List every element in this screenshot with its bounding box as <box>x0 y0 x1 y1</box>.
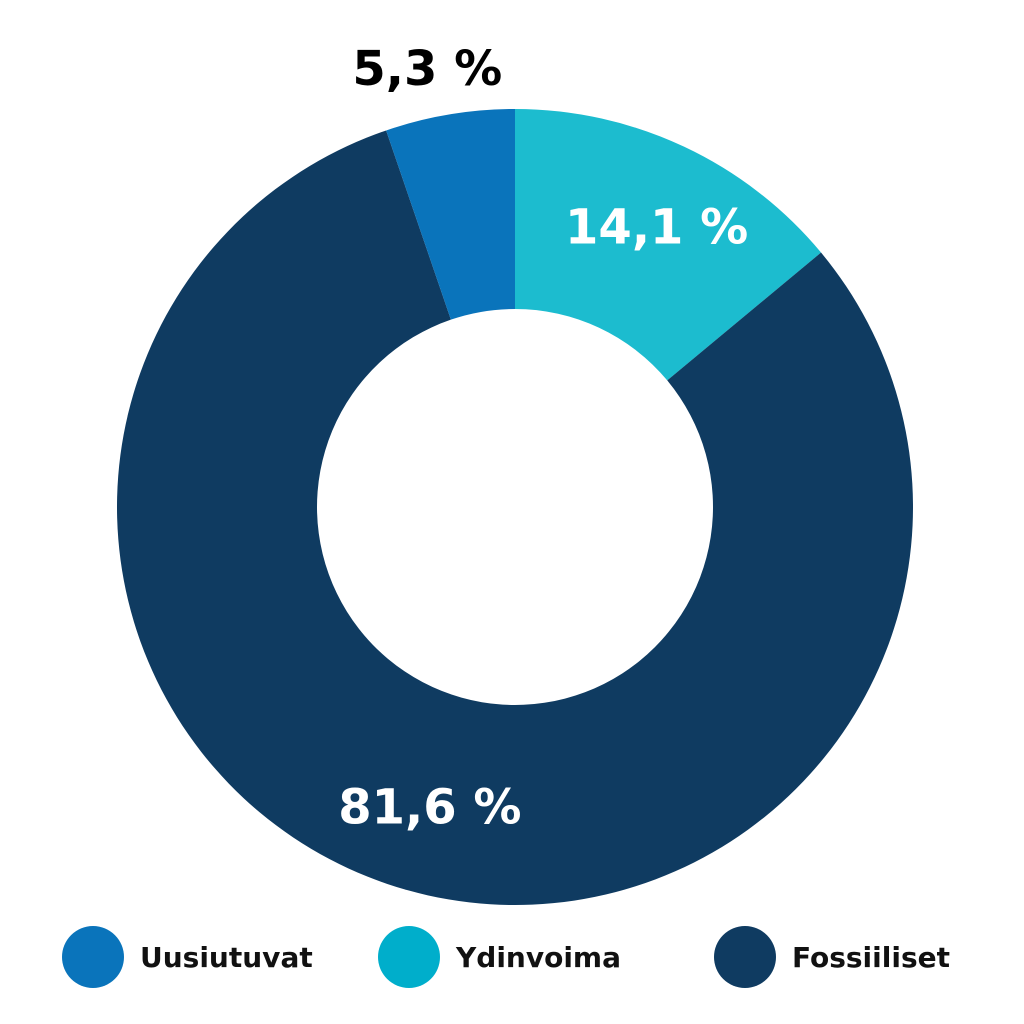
slice-uusiutuvat <box>386 109 515 320</box>
data-label-uusiutuvat: 5,3 % <box>352 41 502 97</box>
legend-item-fossiiliset: Fossiiliset <box>714 925 950 989</box>
data-label-ydinvoima: 14,1 % <box>565 199 748 255</box>
labels-group: 14,1 % 81,6 % 5,3 % <box>338 41 748 835</box>
legend-label-uusiutuvat: Uusiutuvat <box>140 940 313 974</box>
data-label-fossiiliset: 81,6 % <box>338 779 521 835</box>
legend-item-uusiutuvat: Uusiutuvat <box>62 925 313 989</box>
legend-swatch-fossiiliset <box>714 926 776 988</box>
legend-swatch-ydinvoima <box>378 926 440 988</box>
slice-fossiiliset <box>117 130 913 906</box>
legend-swatch-uusiutuvat <box>62 926 124 988</box>
legend: Uusiutuvat Ydinvoima Fossiiliset <box>0 925 1024 995</box>
legend-label-ydinvoima: Ydinvoima <box>456 940 622 974</box>
slices-group <box>117 109 913 906</box>
legend-label-fossiiliset: Fossiiliset <box>792 940 950 974</box>
legend-item-ydinvoima: Ydinvoima <box>378 925 621 989</box>
slice-ydinvoima <box>515 109 822 381</box>
